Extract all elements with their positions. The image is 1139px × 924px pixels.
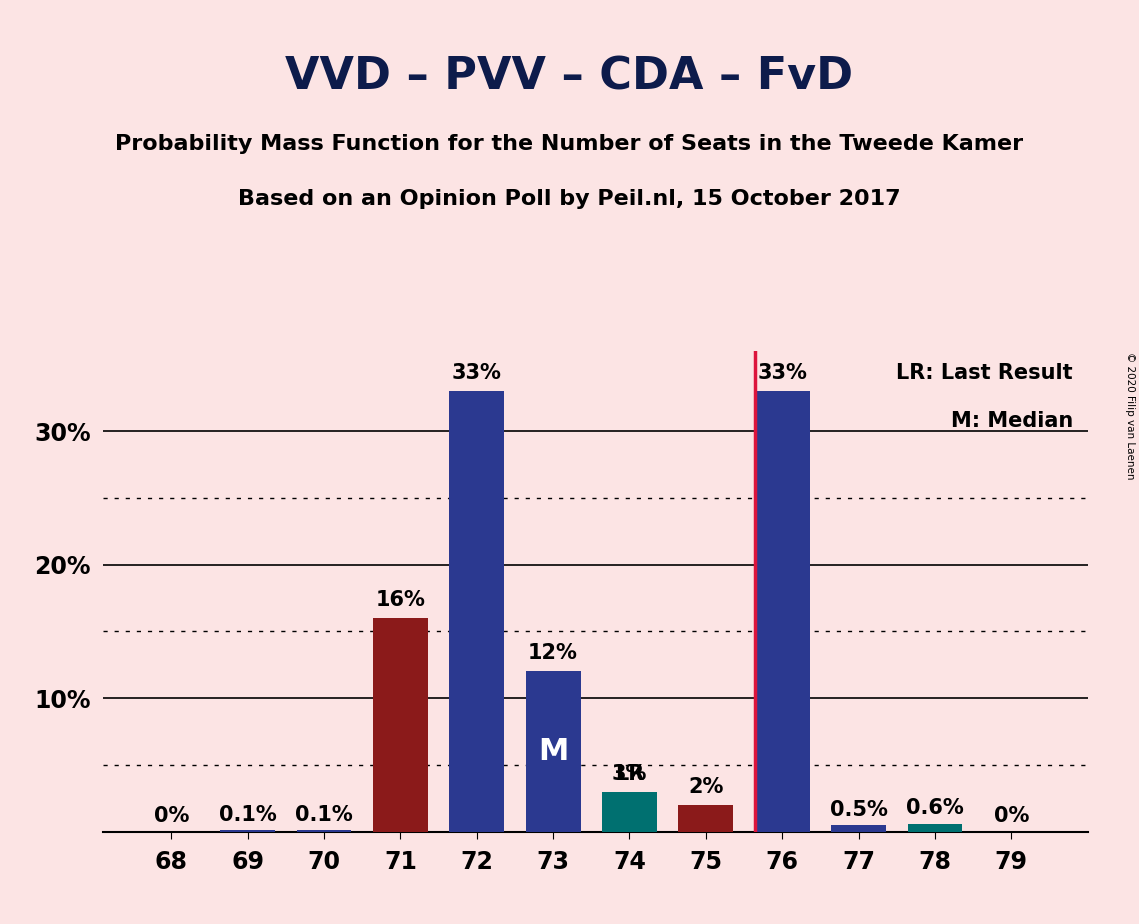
Text: 0.1%: 0.1%: [219, 805, 277, 825]
Text: 2%: 2%: [688, 777, 723, 796]
Text: 33%: 33%: [757, 363, 808, 383]
Text: M: M: [538, 737, 568, 766]
Text: 0.5%: 0.5%: [829, 799, 887, 820]
Bar: [755, 391, 810, 832]
Text: VVD – PVV – CDA – FvD: VVD – PVV – CDA – FvD: [286, 55, 853, 99]
Bar: [679, 805, 734, 832]
Text: 16%: 16%: [376, 590, 425, 610]
Bar: [372, 618, 428, 832]
Bar: [908, 823, 962, 832]
Text: 0%: 0%: [993, 807, 1029, 826]
Text: 0%: 0%: [154, 807, 189, 826]
Text: LR: Last Result: LR: Last Result: [896, 363, 1073, 383]
Bar: [449, 391, 505, 832]
Text: M: Median: M: Median: [951, 411, 1073, 432]
Text: Probability Mass Function for the Number of Seats in the Tweede Kamer: Probability Mass Function for the Number…: [115, 134, 1024, 154]
Bar: [525, 672, 581, 832]
Bar: [603, 792, 657, 832]
Bar: [220, 831, 276, 832]
Text: LR: LR: [615, 763, 645, 784]
Text: 3%: 3%: [612, 763, 647, 784]
Text: 0.1%: 0.1%: [295, 805, 353, 825]
Bar: [296, 831, 352, 832]
Text: 33%: 33%: [452, 363, 501, 383]
Bar: [831, 825, 886, 832]
Text: Based on an Opinion Poll by Peil.nl, 15 October 2017: Based on an Opinion Poll by Peil.nl, 15 …: [238, 189, 901, 210]
Text: 0.6%: 0.6%: [907, 798, 964, 819]
Text: 12%: 12%: [528, 643, 579, 663]
Text: © 2020 Filip van Laenen: © 2020 Filip van Laenen: [1125, 352, 1134, 480]
